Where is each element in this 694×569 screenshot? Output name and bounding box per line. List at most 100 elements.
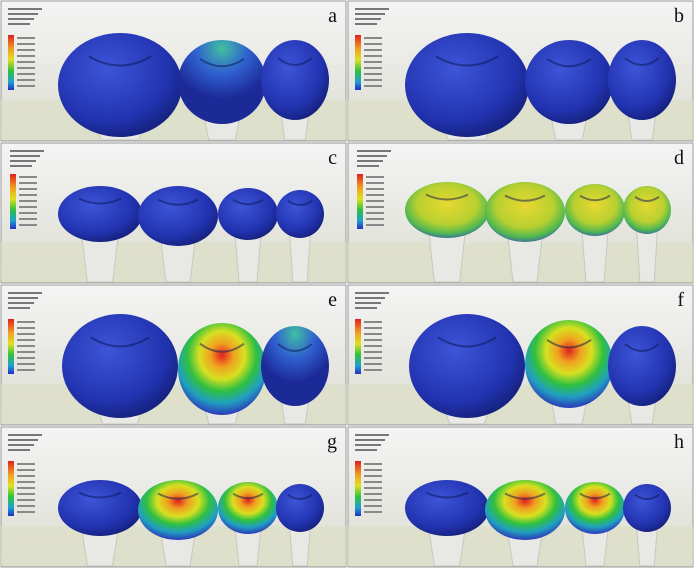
panel: f: [347, 284, 694, 426]
scale-label: [364, 345, 382, 347]
legend-header-line: [10, 155, 40, 157]
legend-header-line: [355, 8, 389, 10]
crown: [261, 40, 329, 120]
crown: [565, 184, 625, 236]
legend-header-line: [355, 449, 377, 451]
scale-label: [17, 73, 35, 75]
scale-label: [366, 176, 384, 178]
scale-label: [19, 194, 37, 196]
color-scale: [10, 174, 16, 229]
color-scale: [355, 461, 361, 516]
crown-groove: [624, 343, 660, 352]
crown-groove: [277, 57, 313, 66]
legend-header-line: [8, 13, 38, 15]
crown-groove: [232, 198, 264, 206]
scale-label: [364, 463, 382, 465]
crown-groove: [199, 58, 245, 68]
crown: [565, 482, 625, 534]
crown: [261, 326, 329, 406]
scale-label: [17, 487, 35, 489]
legend-header-line: [8, 292, 42, 294]
color-scale: [8, 319, 14, 374]
legend-header-line: [357, 150, 391, 152]
scale-label: [364, 511, 382, 513]
legend-header-line: [10, 165, 32, 167]
crown-groove: [437, 336, 497, 348]
panel: c: [0, 142, 347, 284]
legend-header-line: [355, 297, 385, 299]
scale-label: [366, 200, 384, 202]
crown: [62, 314, 178, 418]
crown-groove: [277, 343, 313, 352]
scale-label: [17, 333, 35, 335]
legend-header-line: [355, 307, 377, 309]
legend-header-line: [357, 155, 387, 157]
crown-groove: [199, 342, 245, 353]
crown-groove: [287, 493, 313, 500]
panel: b: [347, 0, 694, 142]
panel: e: [0, 284, 347, 426]
panel: d: [347, 142, 694, 284]
scale-label: [366, 218, 384, 220]
crown-groove: [78, 491, 122, 499]
crown: [608, 326, 676, 406]
legend-header-line: [8, 18, 34, 20]
scale-label: [364, 85, 382, 87]
color-scale: [355, 319, 361, 374]
crown: [525, 320, 613, 408]
scale-label: [17, 49, 35, 51]
panel-label: b: [674, 5, 684, 27]
scale-label: [19, 200, 37, 202]
crown-groove: [504, 194, 546, 202]
crown-groove: [624, 57, 660, 66]
legend-header-line: [355, 444, 381, 446]
crown: [409, 314, 525, 418]
panel: g: [0, 426, 347, 568]
crown: [485, 480, 565, 540]
scale-label: [366, 206, 384, 208]
scale-label: [366, 182, 384, 184]
scale-label: [17, 469, 35, 471]
scale-label: [364, 499, 382, 501]
scale-label: [364, 469, 382, 471]
scale-label: [364, 61, 382, 63]
scale-label: [17, 61, 35, 63]
legend-header-line: [8, 439, 38, 441]
scale-label: [17, 43, 35, 45]
scale-label: [364, 73, 382, 75]
crown-groove: [90, 336, 150, 348]
scale-label: [17, 363, 35, 365]
scale-label: [364, 321, 382, 323]
scale-label: [364, 481, 382, 483]
panel: a: [0, 0, 347, 142]
scale-label: [19, 212, 37, 214]
scale-label: [364, 79, 382, 81]
legend-header-line: [8, 449, 30, 451]
panel-label: g: [327, 431, 337, 453]
crown-groove: [88, 55, 152, 67]
color-scale: [8, 35, 14, 90]
scale-label: [17, 351, 35, 353]
scale-label: [364, 43, 382, 45]
scale-label: [364, 67, 382, 69]
scale-label: [17, 327, 35, 329]
legend-header-line: [8, 23, 30, 25]
panel-label: c: [328, 147, 337, 169]
scale-label: [366, 224, 384, 226]
legend-header-line: [355, 13, 385, 15]
panel: h: [347, 426, 694, 568]
crown: [405, 182, 489, 238]
scale-label: [364, 55, 382, 57]
color-scale: [355, 35, 361, 90]
legend-header-line: [355, 18, 381, 20]
legend-header-line: [357, 160, 383, 162]
scale-label: [364, 357, 382, 359]
scale-label: [364, 37, 382, 39]
scale-label: [17, 493, 35, 495]
legend-header-line: [8, 8, 42, 10]
scale-label: [366, 212, 384, 214]
crown: [276, 484, 324, 532]
scale-label: [17, 321, 35, 323]
scale-label: [364, 505, 382, 507]
scale-label: [19, 182, 37, 184]
